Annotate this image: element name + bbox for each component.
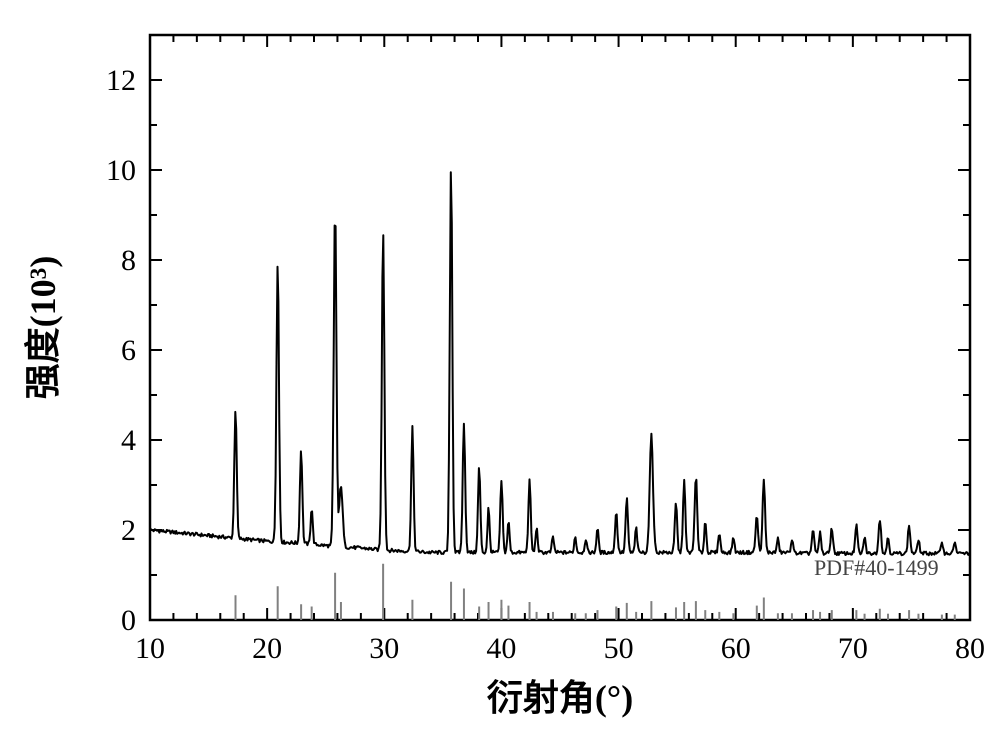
x-tick-label: 40: [486, 632, 516, 665]
x-tick-label: 50: [604, 632, 634, 665]
y-tick-label: 10: [106, 154, 136, 187]
x-tick-label: 10: [135, 632, 165, 665]
y-tick-label: 4: [121, 424, 136, 457]
x-tick-label: 20: [252, 632, 282, 665]
x-tick-label: 30: [369, 632, 399, 665]
y-axis-label: 强度(103): [23, 256, 63, 400]
measured-xrd-curve: [150, 172, 970, 555]
y-tick-label: 2: [121, 514, 136, 547]
y-tick-label: 0: [121, 604, 136, 637]
y-tick-label: 8: [121, 244, 136, 277]
x-tick-label: 60: [721, 632, 751, 665]
x-axis-label: 衍射角(°): [487, 678, 633, 718]
x-tick-label: 80: [955, 632, 985, 665]
y-tick-label: 12: [106, 64, 136, 97]
x-tick-label: 70: [838, 632, 868, 665]
pdf-card-label: PDF#40-1499: [814, 555, 939, 580]
y-tick-label: 6: [121, 334, 136, 367]
xrd-chart: 10 20 30 40 50 60 70 80 0 2 4 6 8 10 12 衍射角(°) 强度(103) PD…: [0, 0, 1000, 734]
